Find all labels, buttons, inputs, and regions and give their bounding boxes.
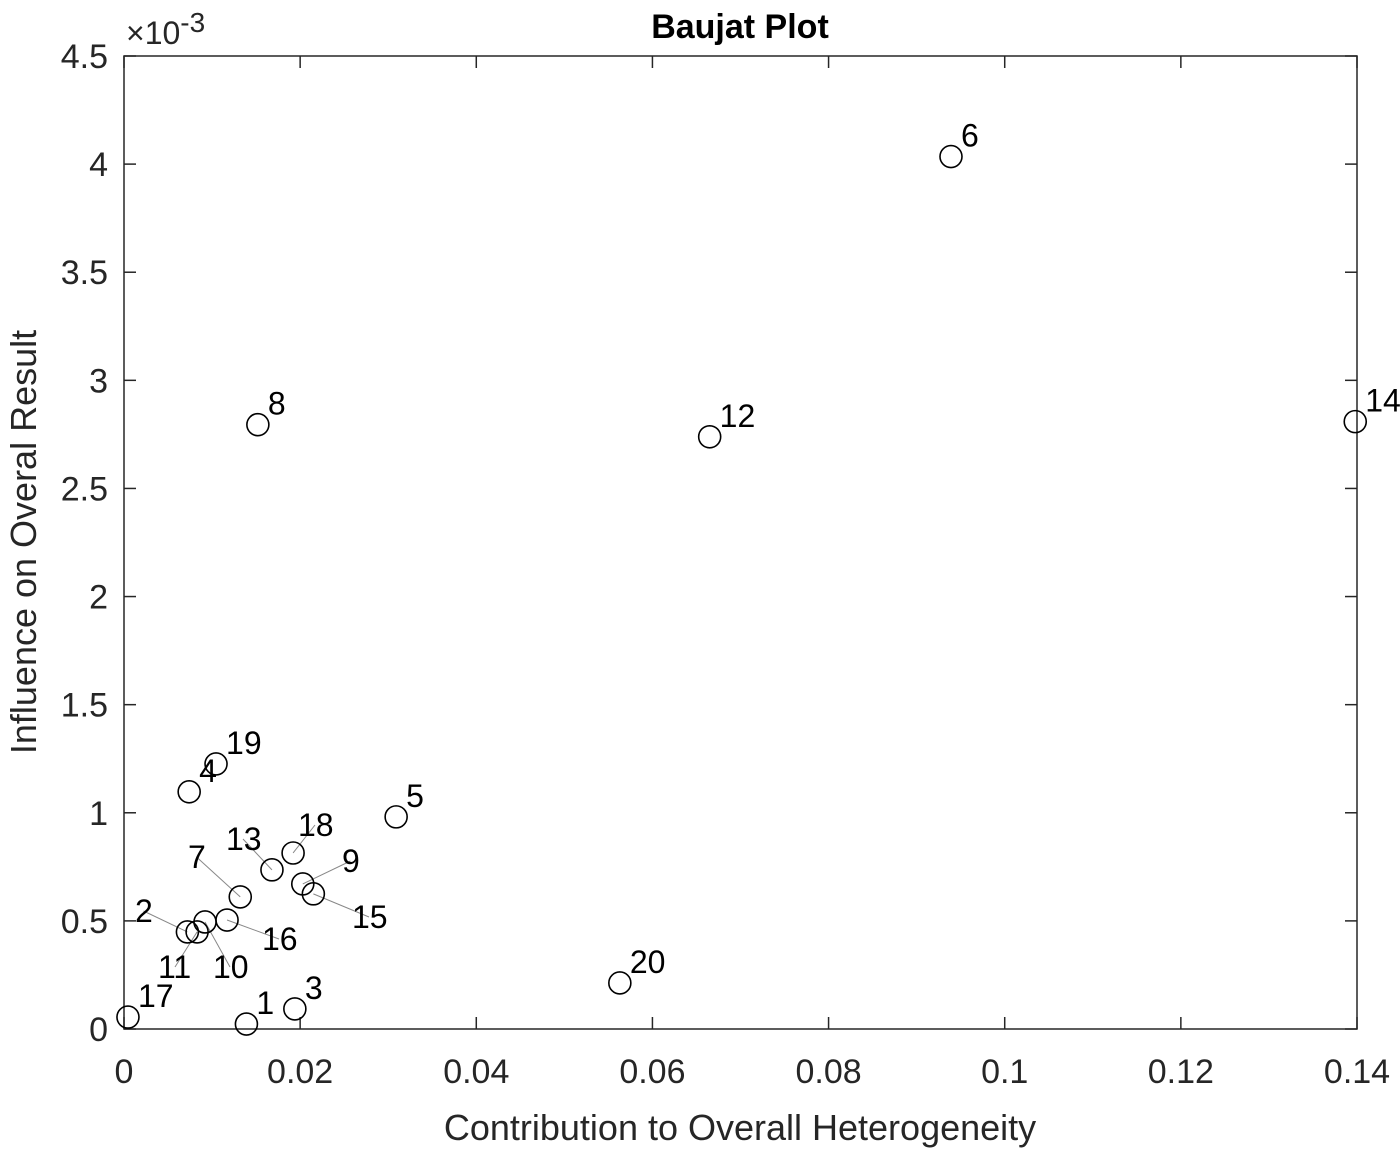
y-tick-label: 0	[89, 1011, 108, 1049]
data-point	[384, 805, 408, 829]
data-point-label: 3	[305, 970, 323, 1006]
data-point	[116, 1005, 140, 1029]
data-point-label: 7	[188, 839, 206, 875]
label-leader-line	[313, 893, 370, 918]
x-tick-label: 0.04	[443, 1053, 509, 1091]
y-tick-label: 4	[89, 146, 108, 184]
data-point-label: 9	[342, 843, 360, 879]
data-point	[1343, 409, 1368, 434]
data-point	[175, 920, 200, 944]
label-leader-line	[242, 838, 273, 871]
x-tick-label: 0.06	[619, 1053, 685, 1091]
data-point-label: 8	[268, 386, 286, 422]
label-leader-line	[196, 856, 241, 898]
x-tick-label: 0.02	[267, 1053, 333, 1091]
data-point	[228, 885, 253, 909]
data-point	[177, 780, 201, 804]
label-leader-line	[226, 919, 280, 940]
y-tick-label: 1.5	[61, 687, 108, 725]
x-axis-label: Contribution to Overall Heterogeneity	[444, 1107, 1036, 1148]
y-tick-label: 4.5	[61, 38, 108, 76]
data-point-label: 14	[1365, 383, 1400, 419]
data-point	[215, 908, 239, 932]
y-tick-label: 3.5	[61, 254, 108, 292]
data-point-label: 1	[256, 985, 274, 1021]
data-point	[608, 971, 632, 995]
data-point	[204, 752, 228, 776]
plot-area	[123, 55, 1358, 1030]
x-tick-label: 0	[115, 1053, 134, 1091]
data-point-label: 19	[226, 725, 262, 761]
data-point	[281, 841, 305, 865]
label-leader-line	[292, 824, 316, 854]
data-point-label: 15	[352, 899, 388, 935]
data-point	[185, 920, 209, 944]
data-point-label: 5	[406, 778, 424, 814]
data-point	[234, 1012, 259, 1036]
data-point	[939, 144, 963, 169]
data-point-label: 13	[226, 821, 262, 857]
data-point-label: 11	[158, 949, 191, 985]
y-axis-label: Influence on Overal Result	[3, 330, 44, 754]
y-tick-label: 0.5	[61, 903, 108, 941]
data-point-label: 18	[298, 807, 334, 843]
data-point	[301, 882, 326, 906]
x-tick-label: 0.14	[1324, 1053, 1390, 1091]
y-multiplier: ×10-3	[126, 7, 205, 51]
data-point-label: 16	[262, 921, 298, 957]
chart-title: Baujat Plot	[651, 8, 829, 46]
y-tick-label: 2.5	[61, 470, 108, 508]
label-leader-line	[174, 931, 198, 968]
y-tick-label: 3	[89, 362, 108, 400]
data-point-label: 12	[720, 398, 756, 434]
data-point	[260, 858, 284, 882]
data-point-label: 10	[213, 949, 249, 985]
y-tick-label: 1	[89, 795, 108, 833]
data-point-label: 17	[138, 978, 174, 1014]
x-tick-label: 0.1	[981, 1053, 1028, 1091]
data-point-label: 20	[630, 944, 666, 980]
label-leader-line	[302, 860, 351, 885]
y-tick-label: 2	[89, 579, 108, 617]
data-point-label: 2	[135, 893, 153, 929]
data-point-label: 6	[961, 118, 979, 154]
data-point	[246, 412, 270, 437]
label-leader-line	[143, 910, 188, 933]
data-point	[283, 997, 307, 1021]
data-point	[697, 424, 722, 449]
x-tick-label: 0.12	[1148, 1053, 1214, 1091]
x-tick-label: 0.08	[795, 1053, 861, 1091]
label-leader-line	[204, 921, 231, 968]
